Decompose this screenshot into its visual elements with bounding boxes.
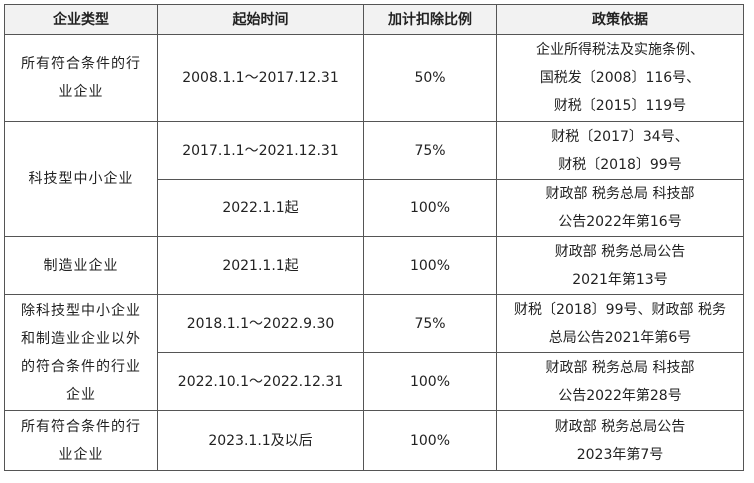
- table-row: 所有符合条件的行 业企业 2008.1.1～2017.12.31 50% 企业所…: [4, 34, 744, 122]
- enterprise-type-line: 企业: [66, 386, 96, 403]
- policy-basis-line: 财政部 税务总局公告: [554, 243, 686, 260]
- policy-basis-cell: 企业所得税法及实施条例、 国税发〔2008〕116号、 财税〔2015〕119号: [496, 34, 744, 122]
- policy-basis-line: 总局公告2021年第6号: [548, 329, 692, 346]
- enterprise-type-cell: 除科技型中小企业 和制造业企业以外 的符合条件的行业 企业: [4, 294, 158, 411]
- table-row: 除科技型中小企业 和制造业企业以外 的符合条件的行业 企业 2018.1.1～2…: [4, 294, 744, 411]
- start-time-cell: 2022.1.1起: [157, 179, 364, 237]
- policy-basis-line: 2023年第7号: [576, 446, 664, 463]
- table-row: 制造业企业 2021.1.1起 100% 财政部 税务总局公告 2021年第13…: [4, 236, 744, 295]
- header-enterprise-type: 企业类型: [4, 4, 158, 35]
- table-header-row: 企业类型 起始时间 加计扣除比例 政策依据: [4, 4, 744, 35]
- policy-basis-cell: 财税〔2017〕34号、 财税〔2018〕99号: [496, 121, 744, 180]
- policy-basis-line: 2021年第13号: [572, 271, 668, 288]
- header-start-time: 起始时间: [157, 4, 364, 35]
- policy-basis-line: 财税〔2018〕99号、财政部 税务: [514, 301, 726, 318]
- enterprise-type-line: 所有符合条件的行: [21, 56, 141, 72]
- enterprise-type-line: 和制造业企业以外: [21, 330, 141, 347]
- start-time-cell: 2018.1.1～2022.9.30: [157, 294, 364, 353]
- deduction-ratio-cell: 50%: [363, 34, 497, 122]
- deduction-ratio-cell: 100%: [363, 179, 497, 237]
- start-time-cell: 2023.1.1及以后: [157, 410, 364, 471]
- table-row: 2022.1.1起 100% 财政部 税务总局 科技部 公告2022年第16号: [5, 179, 744, 237]
- policy-basis-line: 财政部 税务总局 科技部: [545, 359, 695, 376]
- start-time-cell: 2022.10.1～2022.12.31: [157, 352, 364, 411]
- enterprise-type-line: 业企业: [58, 446, 104, 463]
- deduction-ratio-cell: 75%: [363, 121, 497, 180]
- header-policy-basis: 政策依据: [496, 4, 744, 35]
- table-row: 所有符合条件的行 业企业 2023.1.1及以后 100% 财政部 税务总局公告…: [4, 410, 744, 471]
- start-time-cell: 2017.1.1～2021.12.31: [157, 121, 364, 180]
- enterprise-type-cell: 所有符合条件的行 业企业: [4, 410, 158, 471]
- policy-basis-line: 公告2022年第16号: [558, 214, 682, 230]
- enterprise-type-cell: 科技型中小企业: [4, 121, 158, 237]
- policy-basis-cell: 财税〔2018〕99号、财政部 税务 总局公告2021年第6号: [496, 294, 744, 353]
- policy-basis-line: 财政部 税务总局 科技部: [545, 186, 695, 202]
- enterprise-type-line: 制造业企业: [43, 257, 119, 274]
- deduction-ratio-cell: 100%: [363, 236, 497, 295]
- deduction-ratio-cell: 75%: [363, 294, 497, 353]
- enterprise-type-cell: 所有符合条件的行 业企业: [4, 34, 158, 122]
- policy-basis-line: 企业所得税法及实施条例、: [536, 42, 704, 58]
- enterprise-type-line: 科技型中小企业: [28, 171, 134, 187]
- policy-basis-cell: 财政部 税务总局公告 2021年第13号: [496, 236, 744, 295]
- enterprise-type-line: 所有符合条件的行: [21, 418, 141, 435]
- deduction-policy-table: 企业类型 起始时间 加计扣除比例 政策依据 所有符合条件的行 业企业 2008.…: [4, 4, 744, 471]
- policy-basis-cell: 财政部 税务总局公告 2023年第7号: [496, 410, 744, 471]
- policy-basis-line: 财税〔2015〕119号: [553, 98, 687, 114]
- policy-basis-line: 财税〔2017〕34号、: [551, 128, 689, 145]
- start-time-cell: 2021.1.1起: [157, 236, 364, 295]
- start-time-cell: 2008.1.1～2017.12.31: [157, 34, 364, 122]
- policy-basis-line: 公告2022年第28号: [558, 387, 682, 404]
- deduction-ratio-cell: 100%: [363, 410, 497, 471]
- enterprise-type-line: 业企业: [58, 84, 104, 100]
- enterprise-type-line: 除科技型中小企业: [21, 302, 141, 319]
- header-deduction-ratio: 加计扣除比例: [363, 4, 497, 35]
- enterprise-type-line: 的符合条件的行业: [21, 358, 141, 375]
- policy-basis-line: 财政部 税务总局公告: [554, 418, 686, 435]
- table-row: 科技型中小企业 2017.1.1～2021.12.31 75% 财税〔2017〕…: [4, 121, 744, 237]
- policy-basis-line: 国税发〔2008〕116号、: [539, 70, 701, 86]
- enterprise-type-cell: 制造业企业: [4, 236, 158, 295]
- deduction-ratio-cell: 100%: [363, 352, 497, 411]
- policy-basis-cell: 财政部 税务总局 科技部 公告2022年第28号: [496, 352, 744, 411]
- policy-basis-cell: 财政部 税务总局 科技部 公告2022年第16号: [496, 179, 744, 237]
- table-row: 2022.10.1～2022.12.31 100% 财政部 税务总局 科技部 公…: [5, 352, 744, 411]
- policy-basis-line: 财税〔2018〕99号: [558, 156, 682, 173]
